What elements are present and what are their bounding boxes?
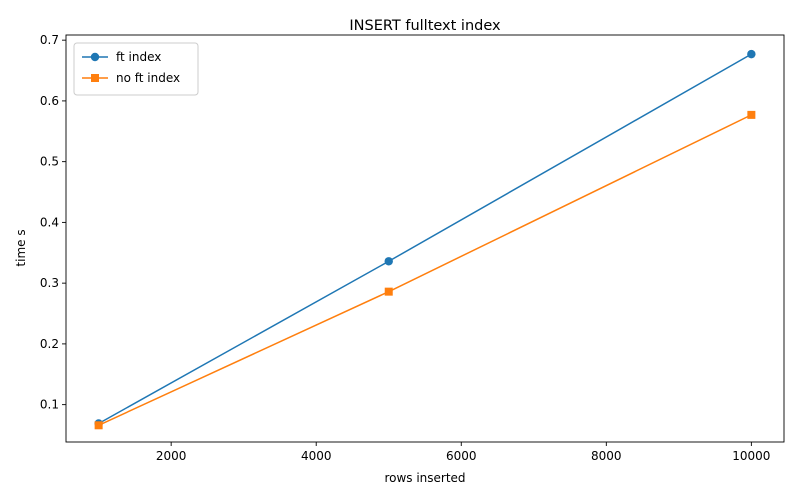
y-tick-label-6: 0.7 [40,33,59,47]
chart-title: INSERT fulltext index [349,18,501,34]
series-1-point-0 [94,421,103,430]
series-1-point-1 [384,287,393,296]
plot-frame [65,34,785,443]
series-0-point-2 [747,49,756,59]
x-tick-label-2: 6000 [446,449,477,463]
legend-marker-0 [90,52,100,62]
legend-label-1: no ft index [116,71,180,85]
y-tick-label-4: 0.5 [40,155,59,169]
series-1-point-2 [747,110,756,119]
series-0-point-1 [384,257,393,266]
x-tick-label-3: 8000 [591,449,622,463]
y-axis-label: time s [14,229,28,266]
legend-box [73,42,199,96]
y-tick-label-0: 0.1 [40,398,59,412]
legend-label-0: ft index [116,50,161,64]
y-tick-label-3: 0.4 [40,215,59,229]
x-tick-label-1: 4000 [301,449,332,463]
y-tick-label-5: 0.6 [40,94,59,108]
legend-marker-1 [91,74,99,82]
x-tick-label-0: 2000 [156,449,187,463]
legend: ft index no ft index [73,42,199,96]
x-axis-label: rows inserted [384,471,465,485]
y-tick-label-1: 0.2 [40,337,59,351]
x-tick-label-4: 10000 [732,449,770,463]
y-tick-label-2: 0.3 [40,276,59,290]
